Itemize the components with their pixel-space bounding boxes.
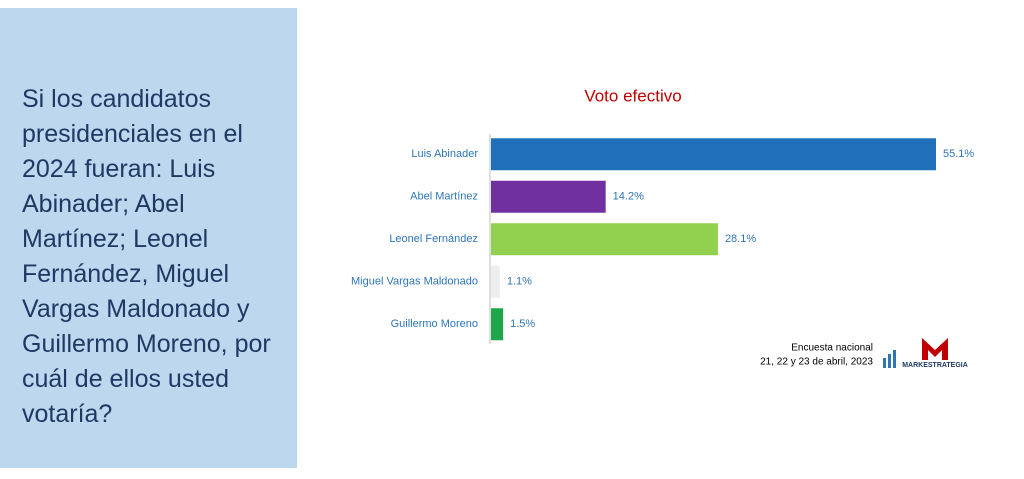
category-label: Guillermo Moreno	[391, 318, 478, 330]
value-label: 55.1%	[943, 148, 974, 160]
logo-text: MARKESTRATEGIA	[902, 362, 968, 369]
category-label: Leonel Fernández	[389, 233, 478, 245]
logo-bar	[888, 354, 891, 368]
value-label: 14.2%	[613, 191, 644, 203]
bar	[491, 308, 504, 341]
logo-m	[922, 338, 948, 360]
value-label: 1.5%	[510, 318, 535, 330]
category-label: Luis Abinader	[411, 148, 478, 160]
logo-bar	[883, 358, 886, 368]
logo-bar	[893, 350, 896, 368]
value-label: 28.1%	[725, 233, 756, 245]
question: Si los candidatos presidenciales en el 2…	[22, 85, 271, 428]
category-label: Abel Martínez	[410, 191, 478, 203]
bar	[491, 223, 718, 256]
bar	[491, 265, 500, 298]
logo: MARKESTRATEGIA	[883, 338, 968, 369]
source-line: Encuesta nacional	[791, 343, 873, 354]
question-panel: Si los candidatos presidenciales en el 2…	[0, 8, 297, 468]
bar	[491, 180, 606, 213]
source-line: 21, 22 y 23 de abril, 2023	[760, 357, 873, 368]
category-label: Miguel Vargas Maldonado	[351, 276, 478, 288]
value-label: 1.1%	[507, 276, 532, 288]
bar	[491, 138, 936, 171]
chart-title: Voto efectivo	[584, 86, 681, 105]
